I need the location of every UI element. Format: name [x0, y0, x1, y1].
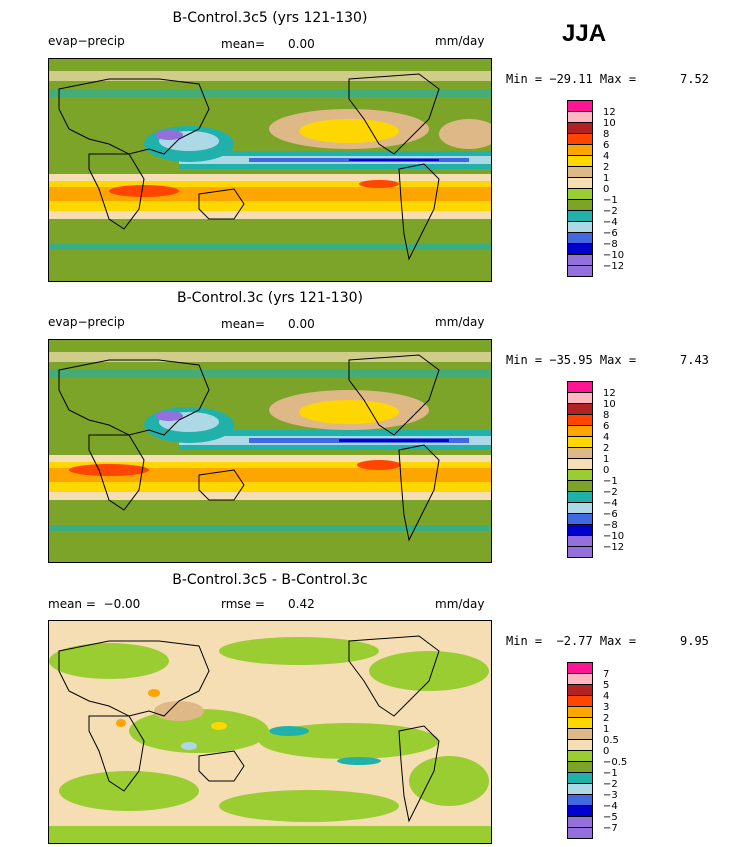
panel-1-legend-label: 8	[603, 129, 610, 140]
panel-3-units: mm/day	[435, 597, 485, 611]
panel-2-minmax: Min = −35.95 Max =	[506, 353, 637, 367]
panel-2-title: B-Control.3c (yrs 121-130)	[177, 290, 363, 306]
panel-2-legend	[567, 381, 593, 558]
panel-1-legend-label: 12	[603, 107, 616, 118]
panel-2-mean-value: 0.00	[288, 317, 315, 331]
panel-2-variable-label: evap−precip	[48, 315, 125, 329]
panel-1-legend-label: −2	[603, 206, 618, 217]
panel-2-field-svg	[49, 340, 491, 562]
panel-3-rmse-label: rmse =	[221, 597, 265, 611]
panel-3-legend-label: −4	[603, 801, 618, 812]
panel-3-legend-label: −7	[603, 823, 618, 834]
panel-1-legend-label: 10	[603, 118, 616, 129]
panel-1-max-value: 7.52	[680, 72, 709, 86]
panel-2-legend-label: 8	[603, 410, 610, 421]
panel-1-legend-label: −8	[603, 239, 618, 250]
panel-3-rmse-value: 0.42	[288, 597, 315, 611]
panel-1-legend-label: −1	[603, 195, 618, 206]
panel-2-map	[48, 339, 492, 563]
panel-1-legend-label: −6	[603, 228, 618, 239]
panel-2-legend-label: 12	[603, 388, 616, 399]
panel-3-legend-label: 2	[603, 713, 610, 724]
panel-2-legend-label: −4	[603, 498, 618, 509]
season-label: JJA	[562, 20, 607, 47]
panel-1-legend-label: −12	[603, 261, 625, 272]
panel-2-mean-label: mean=	[221, 317, 266, 331]
panel-1-legend-label: −10	[603, 250, 625, 261]
panel-2-legend-label: −10	[603, 531, 625, 542]
panel-3-legend-label: −0.5	[603, 757, 628, 768]
panel-1-legend-label: 1	[603, 173, 610, 184]
panel-1-swatch	[567, 265, 593, 277]
panel-2-legend-label: −6	[603, 509, 618, 520]
panel-2-legend-label: 2	[603, 443, 610, 454]
panel-3-legend-label: 3	[603, 702, 610, 713]
panel-1-legend-label: 6	[603, 140, 610, 151]
panel-3-legend-label: 4	[603, 691, 610, 702]
panel-2-legend-label: 10	[603, 399, 616, 410]
panel-1-mean-label: mean=	[221, 37, 266, 51]
panel-2-legend-label: 6	[603, 421, 610, 432]
panel-1-variable-label: evap−precip	[48, 34, 125, 48]
panel-3-legend-label: 0	[603, 746, 610, 757]
panel-3-legend-label: −1	[603, 768, 618, 779]
panel-3-legend-label: 1	[603, 724, 610, 735]
panel-3-legend-label: 0.5	[603, 735, 619, 746]
panel-3-legend	[567, 662, 593, 839]
panel-3-legend-label: 7	[603, 669, 610, 680]
panel-1-legend	[567, 100, 593, 277]
panel-2-legend-label: −8	[603, 520, 618, 531]
panel-3-minmax: Min = −2.77 Max =	[506, 634, 637, 648]
panel-2-units: mm/day	[435, 315, 485, 329]
panel-3-map	[48, 620, 492, 844]
panel-2-legend-label: −12	[603, 542, 625, 553]
panel-3-swatch	[567, 827, 593, 839]
panel-1-title: B-Control.3c5 (yrs 121-130)	[172, 10, 368, 26]
panel-2-legend-label: 1	[603, 454, 610, 465]
panel-1-legend-label: −4	[603, 217, 618, 228]
panel-3-legend-label: −5	[603, 812, 618, 823]
panel-3-max-value: 9.95	[680, 634, 709, 648]
panel-3-title: B-Control.3c5 - B-Control.3c	[172, 572, 368, 588]
panel-1-legend-label: 4	[603, 151, 610, 162]
panel-1-units: mm/day	[435, 34, 485, 48]
panel-2-legend-label: −1	[603, 476, 618, 487]
panel-1-mean-value: 0.00	[288, 37, 315, 51]
panel-1-legend-label: 0	[603, 184, 610, 195]
panel-1-legend-label: 2	[603, 162, 610, 173]
panel-2-max-value: 7.43	[680, 353, 709, 367]
panel-3-legend-label: −2	[603, 779, 618, 790]
panel-3-field-svg	[49, 621, 491, 843]
panel-3-legend-label: 5	[603, 680, 610, 691]
panel-3-legend-label: −3	[603, 790, 618, 801]
panel-1-minmax: Min = −29.11 Max =	[506, 72, 637, 86]
panel-2-swatch	[567, 546, 593, 558]
panel-2-legend-label: −2	[603, 487, 618, 498]
panel-2-legend-label: 0	[603, 465, 610, 476]
panel-1-map	[48, 58, 492, 282]
panel-1-field-svg	[49, 59, 491, 281]
panel-3-mean-label: mean = −0.00	[48, 597, 141, 611]
panel-2-legend-label: 4	[603, 432, 610, 443]
